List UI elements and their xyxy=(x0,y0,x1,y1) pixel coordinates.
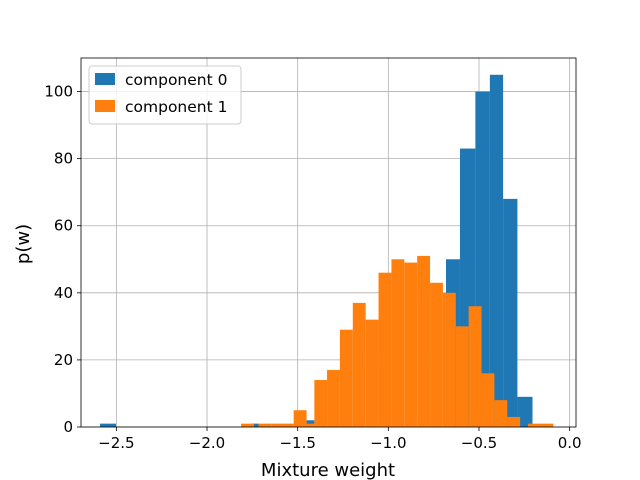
bar-component-1 xyxy=(442,292,456,427)
bar-component-1 xyxy=(468,306,482,427)
x-tick-label: −2.0 xyxy=(189,434,225,452)
bar-component-1 xyxy=(271,423,294,427)
bar-component-1 xyxy=(417,255,431,427)
y-tick-label: 0 xyxy=(63,418,73,436)
plot-frame xyxy=(80,57,577,428)
bar-component-1 xyxy=(481,373,495,427)
bar-component-1 xyxy=(391,259,405,427)
bar-component-1 xyxy=(327,369,340,427)
bar-component-0 xyxy=(517,396,533,427)
bar-component-0 xyxy=(503,198,518,427)
bar-component-0 xyxy=(489,74,504,427)
bar-component-1 xyxy=(258,423,272,427)
y-tick-label: 100 xyxy=(44,83,73,101)
bar-component-0 xyxy=(100,423,116,427)
legend: component 0 component 1 xyxy=(88,65,242,125)
legend-swatch xyxy=(95,100,115,112)
y-tick-label: 40 xyxy=(54,284,73,302)
bar-component-1 xyxy=(430,282,443,427)
bar-component-1 xyxy=(404,262,418,427)
y-tick-label: 60 xyxy=(54,217,73,235)
x-tick-label: −2.5 xyxy=(98,434,134,452)
x-tick-label: −1.0 xyxy=(370,434,406,452)
bar-component-0 xyxy=(252,423,259,427)
bar-component-1 xyxy=(293,410,307,427)
x-tick-label: −0.5 xyxy=(461,434,497,452)
x-tick-label: −1.5 xyxy=(279,434,315,452)
histogram-bars xyxy=(100,74,554,427)
bar-component-1 xyxy=(306,423,315,427)
legend-box xyxy=(88,65,242,125)
bar-component-1 xyxy=(507,416,521,427)
x-tick-label: 0.0 xyxy=(558,434,582,452)
bar-component-1 xyxy=(378,272,392,427)
legend-label: component 1 xyxy=(125,98,227,116)
bar-component-1 xyxy=(527,423,554,427)
bar-component-1 xyxy=(365,319,379,427)
y-tick-label: 80 xyxy=(54,150,73,168)
x-axis-label: Mixture weight xyxy=(261,460,395,480)
y-axis-label: p(w) xyxy=(13,224,34,264)
bar-component-1 xyxy=(494,400,508,427)
bar-component-1 xyxy=(455,326,469,427)
bar-component-1 xyxy=(241,423,254,427)
bar-component-1 xyxy=(339,329,353,427)
bar-component-1 xyxy=(352,302,366,427)
bar-component-1 xyxy=(314,380,328,427)
legend-swatch xyxy=(95,73,115,85)
axis-ticks: −2.5 −2.0 −1.5 −1.0 −0.5 0.0 0 20 40 60 80 100 xyxy=(44,83,581,452)
y-tick-label: 20 xyxy=(54,351,73,369)
legend-label: component 0 xyxy=(125,71,227,89)
